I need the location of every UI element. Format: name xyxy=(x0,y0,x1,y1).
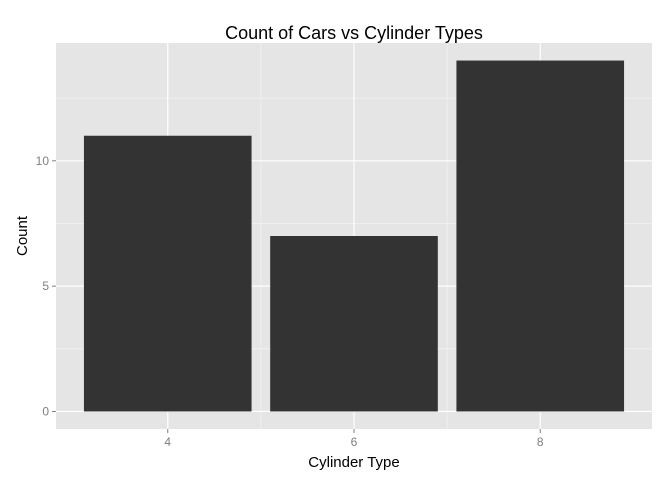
x-tick-label: 8 xyxy=(537,435,544,449)
bars-group xyxy=(83,60,625,412)
x-axis-title: Cylinder Type xyxy=(308,454,399,471)
x-tick-label: 6 xyxy=(351,435,358,449)
y-axis-ticks: 0 5 10 xyxy=(36,154,56,418)
y-tick-label: 0 xyxy=(42,404,49,418)
x-tick-label: 4 xyxy=(164,435,171,449)
y-tick-label: 5 xyxy=(42,279,49,293)
x-axis-ticks: 4 6 8 xyxy=(164,429,544,449)
bar-8 xyxy=(456,60,625,412)
y-axis-title: Count xyxy=(14,215,31,256)
bar-4 xyxy=(83,135,252,412)
y-tick-label: 10 xyxy=(36,154,50,168)
chart-title: Count of Cars vs Cylinder Types xyxy=(225,23,483,43)
bar-6 xyxy=(270,236,438,412)
